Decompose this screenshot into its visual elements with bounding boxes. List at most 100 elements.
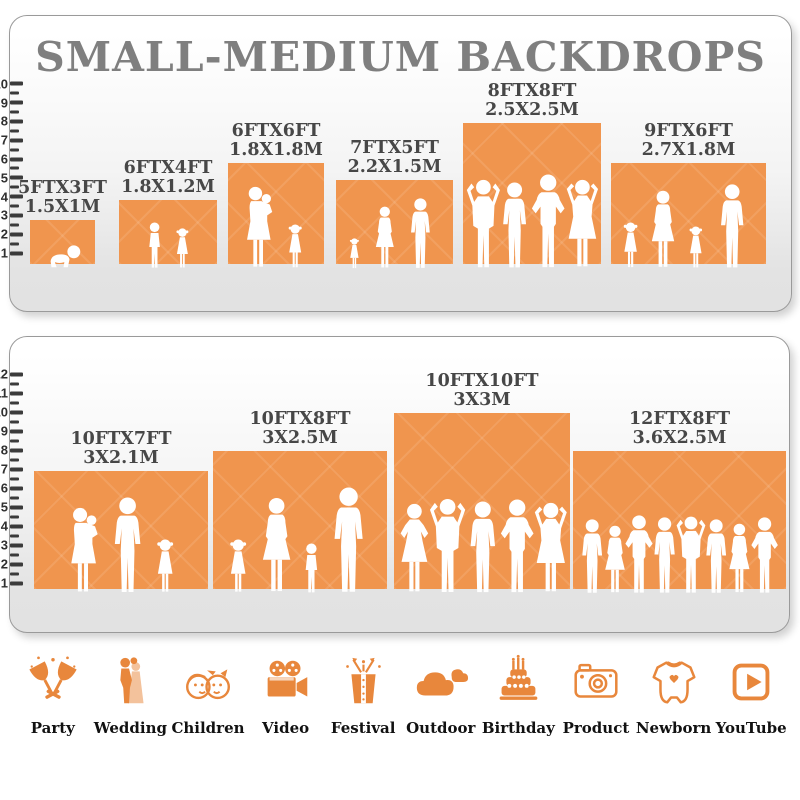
crowd-silhouette-icon xyxy=(582,515,778,593)
panel-medium-large: 123456789101112 10FTX7FT 3X2.1M 10FTX8FT… xyxy=(0,336,790,633)
backdrop-size-label: 10FTX10FT 3X3M xyxy=(425,372,538,410)
ruler-tick-11: 11 xyxy=(0,386,23,401)
category-product: Product xyxy=(557,653,635,737)
category-party: Party xyxy=(14,653,92,737)
panel-small-medium: SMALL-MEDIUM BACKDROPS 1 2 3 4 5 6 7 8 9 10 5FTX3… xyxy=(0,15,792,312)
ruler-minor-tick xyxy=(10,166,19,170)
backdrop-size-label: 9FTX6FT 2.7X1.8M xyxy=(642,122,736,160)
baby-silhouette-icon xyxy=(50,245,81,268)
category-label: Children xyxy=(171,719,245,737)
category-label: Video xyxy=(262,719,310,737)
family-silhouette-icon xyxy=(71,497,174,593)
family-silhouette-icon xyxy=(623,184,744,268)
ruler-tick-8: 8 xyxy=(0,443,23,458)
size-m: 2.2X1.5M xyxy=(347,157,442,178)
scale-ruler-bottom: 123456789101112 xyxy=(0,337,40,632)
ruler-minor-tick xyxy=(10,223,19,227)
product-icon xyxy=(574,663,618,698)
size-m: 2.5X2.5M xyxy=(485,100,579,121)
category-label: Newborn xyxy=(635,719,712,737)
ruler-tick-6: 6 xyxy=(0,152,23,167)
size-m: 3.6X2.5M xyxy=(632,428,727,449)
backdrop-bar-8x8ft: 8FTX8FT 2.5X2.5M xyxy=(463,82,601,268)
category-birthday: Birthday xyxy=(480,653,558,737)
category-label: Birthday xyxy=(481,719,555,737)
size-ft: 9FTX6FT xyxy=(644,121,733,142)
category-children: Children xyxy=(169,653,247,737)
ruler-tick-4: 4 xyxy=(0,189,23,204)
ruler-minor-tick xyxy=(10,477,19,480)
ruler-tick-10: 10 xyxy=(0,76,23,91)
size-m: 3X2.1M xyxy=(83,448,159,469)
ruler-tick-12: 12 xyxy=(0,367,23,382)
youtube-icon xyxy=(732,663,770,701)
size-ft: 12FTX8FT xyxy=(628,409,731,430)
ruler-tick-4: 4 xyxy=(0,519,23,534)
category-video: Video xyxy=(247,653,325,737)
ruler-tick-6: 6 xyxy=(0,481,23,496)
party-icon xyxy=(29,656,77,699)
category-youtube: YouTube xyxy=(712,653,790,737)
size-ft: 10FTX10FT xyxy=(425,371,539,392)
ruler-minor-tick xyxy=(10,204,19,208)
size-m: 1.8X1.2M xyxy=(121,177,215,198)
ruler-minor-tick xyxy=(10,110,19,114)
adults-silhouette-icon xyxy=(466,174,599,268)
family-silhouette-icon xyxy=(349,198,430,269)
ruler-minor-tick xyxy=(10,553,19,556)
backdrop-bar-10x10ft: 10FTX10FT 3X3M xyxy=(394,372,570,593)
children-icon xyxy=(185,669,230,700)
backdrop-bar-10x8ft: 10FTX8FT 3X2.5M xyxy=(213,410,387,593)
children-silhouette-icon xyxy=(149,222,189,268)
ruler-tick-8: 8 xyxy=(0,114,23,129)
category-label: YouTube xyxy=(715,719,787,737)
ruler-minor-tick xyxy=(10,439,19,442)
backdrop-bar-10x7ft: 10FTX7FT 3X2.1M xyxy=(34,430,208,593)
category-outdoor: Outdoor xyxy=(402,653,480,737)
ruler-minor-tick xyxy=(10,420,19,423)
size-ft: 8FTX8FT xyxy=(487,81,577,102)
ruler-tick-3: 3 xyxy=(0,208,23,223)
backdrop-size-label: 6FTX4FT 1.8X1.2M xyxy=(121,159,215,197)
ruler-tick-7: 7 xyxy=(0,462,23,477)
ruler-tick-10: 10 xyxy=(0,405,23,420)
size-m: 3X3M xyxy=(453,390,511,411)
ruler-tick-2: 2 xyxy=(0,227,23,242)
ruler-tick-2: 2 xyxy=(0,557,23,572)
video-icon xyxy=(267,660,307,697)
backdrop-bar-9x6ft: 9FTX6FT 2.7X1.8M xyxy=(611,122,766,268)
ruler-minor-tick xyxy=(10,148,19,152)
ruler-tick-1: 1 xyxy=(0,246,23,261)
category-row: Party Wedding xyxy=(14,653,790,737)
category-newborn: Newborn xyxy=(635,653,713,737)
backdrop-size-label: 10FTX8FT 3X2.5M xyxy=(249,410,350,448)
backdrop-bar-5x3ft: 5FTX3FT 1.5X1M xyxy=(18,179,107,268)
size-m: 1.5X1M xyxy=(24,197,101,218)
size-ft: 5FTX3FT xyxy=(18,178,107,199)
size-ft: 10FTX7FT xyxy=(70,429,172,450)
ruler-tick-9: 9 xyxy=(0,424,23,439)
backdrop-bar-7x5ft: 7FTX5FT 2.2X1.5M xyxy=(336,139,453,269)
category-label: Party xyxy=(30,719,75,737)
backdrop-size-label: 12FTX8FT 3.6X2.5M xyxy=(629,410,730,448)
size-ft: 10FTX8FT xyxy=(249,409,351,430)
category-wedding: Wedding xyxy=(92,653,170,737)
category-label: Wedding xyxy=(93,719,168,737)
festival-icon xyxy=(346,657,381,704)
ruler-minor-tick xyxy=(10,458,19,461)
ruler-minor-tick xyxy=(10,515,19,518)
backdrop-size-label: 7FTX5FT 2.2X1.5M xyxy=(348,139,442,177)
backdrop-size-label: 5FTX3FT 1.5X1M xyxy=(18,179,107,217)
backdrop-bar-12x8ft: 12FTX8FT 3.6X2.5M xyxy=(573,410,786,593)
size-ft: 6FTX4FT xyxy=(123,158,213,179)
category-festival: Festival xyxy=(324,653,402,737)
backdrop-size-label: 8FTX8FT 2.5X2.5M xyxy=(485,82,579,120)
scale-ruler-top: 1 2 3 4 5 6 7 8 9 10 xyxy=(0,16,40,311)
outdoor-icon xyxy=(416,669,468,696)
ruler-tick-3: 3 xyxy=(0,538,23,553)
ruler-tick-1: 1 xyxy=(0,576,23,591)
ruler-minor-tick xyxy=(10,534,19,537)
backdrop-bar-6x6ft: 6FTX6FT 1.8X1.8M xyxy=(228,122,324,268)
family-silhouette-icon xyxy=(230,487,363,593)
